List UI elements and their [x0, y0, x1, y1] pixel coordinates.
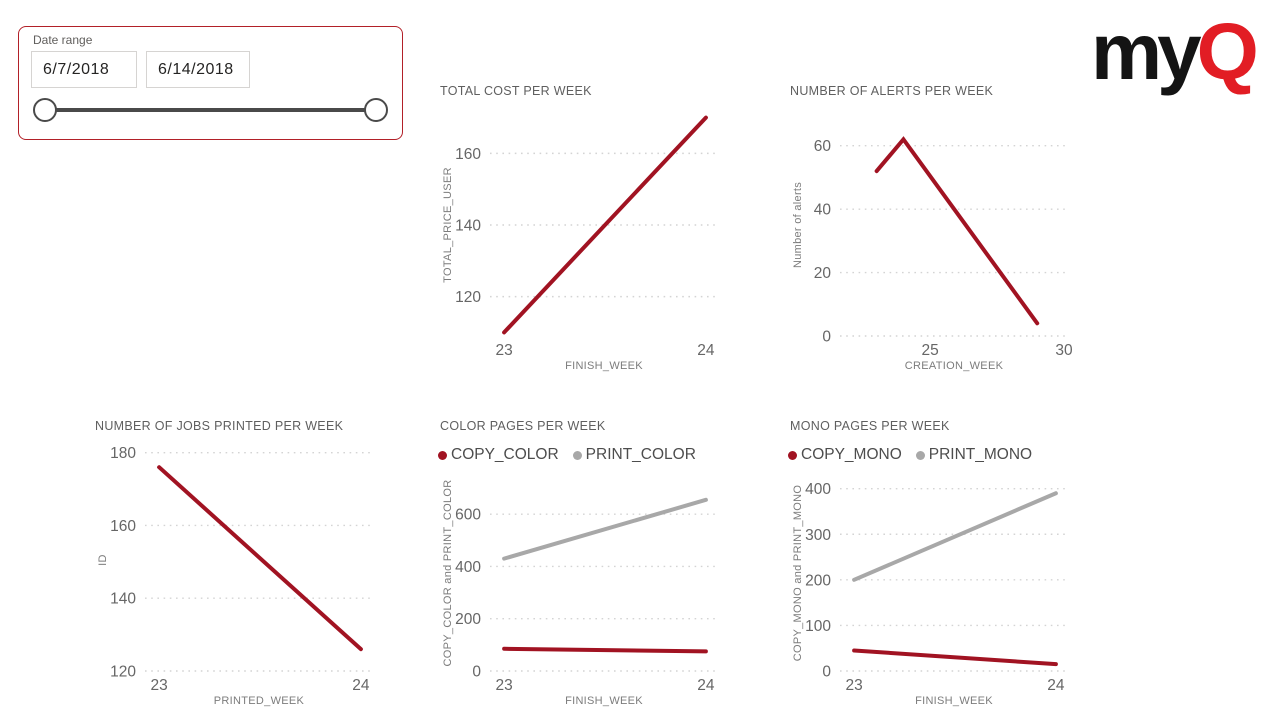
y-tick-label: 0 [822, 664, 831, 681]
legend-item[interactable]: PRINT_MONO [915, 446, 1033, 464]
y-tick-label: 140 [455, 218, 481, 235]
slider-handle-start[interactable] [33, 98, 57, 122]
x-tick-label: 23 [845, 677, 862, 694]
series-line-PRINT_MONO[interactable] [852, 491, 1058, 582]
chart-plot: 0 200 400 600 23 24 COPY_COLOR and PRINT_COLOR… [442, 480, 718, 707]
y-tick-label: 400 [455, 559, 481, 576]
y-axis-title: COPY_MONO and PRINT_MONO [792, 485, 804, 662]
legend-dot-icon [788, 450, 797, 460]
chart-jobs-printed-per-week[interactable]: NUMBER OF JOBS PRINTED PER WEEK 120 140 16… [93, 419, 387, 711]
chart-mono-pages-per-week[interactable]: MONO PAGES PER WEEK COPY_MONO PRINT_MONO … [788, 419, 1082, 711]
legend-label: COPY_COLOR [451, 446, 559, 463]
chart-title: NUMBER OF ALERTS PER WEEK [790, 84, 994, 98]
y-tick-label: 300 [805, 527, 831, 544]
y-tick-label: 60 [814, 138, 832, 155]
y-tick-label: 180 [110, 445, 136, 462]
y-tick-label: 140 [110, 591, 136, 608]
chart-title: TOTAL COST PER WEEK [440, 84, 592, 98]
x-axis-title: FINISH_WEEK [565, 695, 643, 707]
legend-dot-icon [438, 450, 447, 460]
y-tick-label: 160 [110, 518, 136, 535]
y-tick-label: 0 [472, 664, 481, 681]
y-tick-label: 200 [455, 611, 481, 628]
slider-track[interactable] [45, 108, 376, 112]
logo-text-q: Q [1196, 7, 1259, 96]
x-tick-label: 23 [495, 342, 512, 359]
legend-label: COPY_MONO [801, 446, 902, 463]
chart-plot: 0 20 40 60 25 30 Number of alerts CREATION_WEEK [792, 136, 1073, 372]
date-range-slider [33, 97, 388, 123]
slider-handle-end[interactable] [364, 98, 388, 122]
y-tick-label: 160 [455, 146, 481, 163]
slicer-label: Date range [33, 33, 93, 47]
x-tick-label: 23 [495, 677, 512, 694]
y-tick-label: 100 [805, 618, 831, 635]
legend-dot-icon [915, 450, 925, 460]
y-tick-label: 600 [455, 507, 481, 524]
legend-label: PRINT_MONO [928, 446, 1033, 463]
chart-legend: COPY_COLOR PRINT_COLOR [438, 443, 696, 467]
series-line-ID[interactable] [157, 465, 363, 652]
chart-title: COLOR PAGES PER WEEK [440, 419, 606, 433]
end-date-input[interactable] [146, 51, 250, 88]
x-tick-label: 24 [697, 677, 715, 694]
chart-plot: 120 140 160 180 23 24 ID PRINTED_WEEK [97, 445, 373, 707]
y-tick-label: 400 [805, 481, 831, 498]
x-axis-title: PRINTED_WEEK [214, 695, 305, 707]
y-tick-label: 20 [814, 265, 832, 282]
x-tick-label: 24 [697, 342, 715, 359]
y-tick-label: 120 [455, 289, 481, 306]
x-tick-label: 23 [150, 677, 167, 694]
chart-alerts-per-week[interactable]: NUMBER OF ALERTS PER WEEK 0 20 40 60 25 30 Num… [788, 84, 1082, 376]
x-axis-title: CREATION_WEEK [905, 360, 1004, 372]
y-tick-label: 40 [814, 202, 832, 219]
start-date-input[interactable] [31, 51, 137, 88]
y-axis-title: Number of alerts [792, 182, 804, 268]
chart-color-pages-per-week[interactable]: COLOR PAGES PER WEEK COPY_COLOR PRINT_COL… [438, 419, 732, 711]
legend-item[interactable]: PRINT_COLOR [572, 446, 696, 464]
chart-legend: COPY_MONO PRINT_MONO [788, 443, 1032, 467]
x-tick-label: 24 [1047, 677, 1065, 694]
y-tick-label: 120 [110, 664, 136, 681]
legend-item[interactable]: COPY_COLOR [438, 446, 559, 464]
chart-title: NUMBER OF JOBS PRINTED PER WEEK [95, 419, 344, 433]
myq-logo: myQ [1091, 12, 1271, 92]
series-line-TOTAL_PRICE_USER[interactable] [502, 115, 708, 335]
chart-plot: 0 100 200 300 400 23 24 COPY_MONO and PRINT_MON… [792, 481, 1068, 707]
x-axis-title: FINISH_WEEK [915, 695, 993, 707]
legend-label: PRINT_COLOR [585, 446, 696, 463]
x-tick-label: 25 [922, 342, 939, 359]
y-tick-label: 0 [822, 329, 831, 346]
series-line-Number of alerts[interactable] [874, 136, 1040, 326]
chart-total-cost-per-week[interactable]: TOTAL COST PER WEEK 120 140 160 23 24 TOTAL_P… [438, 84, 732, 376]
y-tick-label: 200 [805, 572, 831, 589]
legend-dot-icon [572, 450, 582, 460]
legend-item[interactable]: COPY_MONO [788, 446, 902, 464]
series-line-COPY_COLOR[interactable] [502, 646, 708, 654]
chart-plot: 120 140 160 23 24 TOTAL_PRICE_USER FINISH_WEEK [442, 115, 718, 372]
date-range-slicer[interactable]: Date range [18, 26, 403, 140]
logo-text-my: my [1091, 7, 1202, 96]
x-axis-title: FINISH_WEEK [565, 360, 643, 372]
x-tick-label: 24 [352, 677, 370, 694]
y-axis-title: TOTAL_PRICE_USER [442, 167, 454, 283]
series-line-COPY_MONO[interactable] [852, 648, 1058, 667]
chart-title: MONO PAGES PER WEEK [790, 419, 950, 433]
series-line-PRINT_COLOR[interactable] [502, 497, 708, 561]
y-axis-title: COPY_COLOR and PRINT_COLOR [442, 480, 454, 667]
y-axis-title: ID [97, 554, 109, 566]
x-tick-label: 30 [1055, 342, 1073, 359]
